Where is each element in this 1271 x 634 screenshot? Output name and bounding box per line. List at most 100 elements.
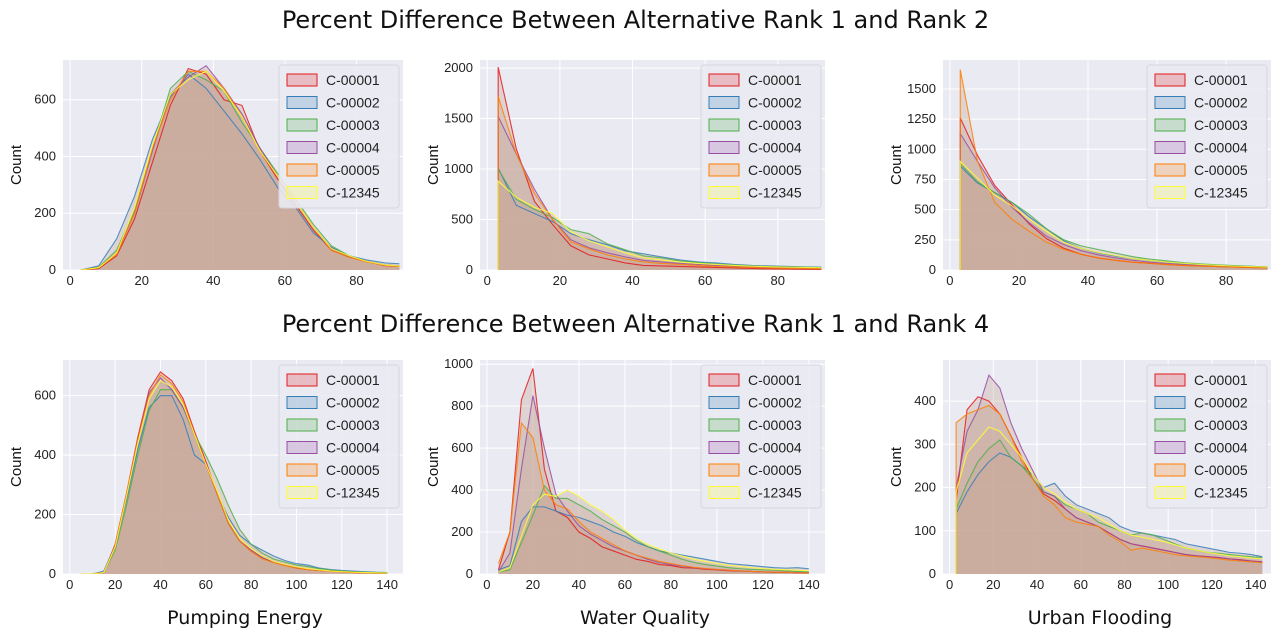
chart-urban-flooding-rank-4: 0 20 40 60 80 100 120 140 0 100 200 300 400 Count C-00…: [888, 360, 1271, 592]
x-tick-label: 0: [946, 577, 953, 592]
legend-label: C-00004: [326, 440, 380, 456]
x-tick-label: 60: [698, 273, 712, 288]
legend-label: C-12345: [326, 185, 380, 201]
series-area: [498, 96, 822, 270]
legend-label: C-00001: [326, 72, 380, 88]
y-tick-label: 200: [451, 524, 473, 539]
series-line: [498, 484, 809, 573]
legend-label: C-00003: [748, 117, 802, 133]
legend-swatch: [1154, 96, 1186, 109]
series-line: [959, 69, 1268, 270]
x-tick-label: 0: [484, 273, 491, 288]
legend-label: C-00005: [1194, 462, 1248, 478]
legend-label: C-00005: [748, 162, 802, 178]
y-tick-label: 0: [466, 566, 473, 581]
legend-label: C-00004: [748, 140, 802, 156]
legend-swatch: [286, 186, 318, 199]
legend-swatch: [708, 463, 740, 477]
legend: C-00001 C-00002 C-00003 C-00004 C-00005 C-123…: [1146, 64, 1268, 209]
x-tick-label: 140: [798, 577, 820, 592]
series-area: [80, 71, 400, 270]
series-area: [80, 71, 400, 270]
legend-swatch: [708, 163, 740, 177]
y-tick-label: 1250: [907, 111, 936, 126]
series-area: [956, 452, 1263, 574]
series-area: [80, 68, 400, 270]
series-line: [959, 160, 1268, 270]
legend-label: C-00001: [1194, 72, 1248, 88]
series-area: [956, 405, 1263, 574]
legend-swatch: [286, 73, 318, 87]
legend-box: [278, 364, 400, 509]
legend-swatch: [286, 463, 318, 477]
series-area: [956, 439, 1263, 574]
x-tick-label: 20: [135, 273, 149, 288]
x-tick-label: 20: [986, 577, 1000, 592]
legend-swatch: [1154, 373, 1186, 387]
series-line: [497, 66, 822, 270]
series-area: [960, 117, 1268, 270]
x-tick-label: 80: [664, 577, 678, 592]
legend-label: C-00004: [748, 440, 802, 456]
x-tick-label: 140: [376, 577, 398, 592]
legend-swatch: [1154, 396, 1186, 409]
series-area: [498, 485, 809, 574]
y-tick-label: 1500: [907, 81, 936, 96]
x-tick-label: 20: [108, 577, 122, 592]
y-tick-label: 200: [34, 507, 56, 522]
series-line: [497, 179, 822, 270]
series-group: [955, 374, 1263, 574]
series-area: [80, 65, 400, 270]
x-tick-label: 60: [1074, 577, 1088, 592]
series-group: [81, 371, 388, 574]
legend-box: [278, 64, 400, 209]
legend-label: C-00002: [748, 395, 802, 411]
series-line: [497, 421, 809, 574]
row-title-rank-2: Percent Difference Between Alternative R…: [281, 6, 990, 34]
series-line: [80, 70, 400, 270]
y-tick-label: 0: [929, 566, 936, 581]
legend-label: C-12345: [748, 485, 802, 501]
y-tick-label: 200: [34, 205, 56, 220]
x-tick-label: 100: [286, 577, 308, 592]
legend-swatch: [286, 96, 318, 109]
series-area: [498, 67, 822, 270]
x-tick-label: 20: [1012, 273, 1026, 288]
legend-box: [700, 64, 822, 209]
series-area: [81, 371, 388, 574]
legend-swatch: [708, 441, 740, 454]
legend-swatch: [708, 141, 740, 154]
y-tick-label: 1000: [444, 161, 473, 176]
legend-swatch: [286, 441, 318, 454]
legend-swatch: [708, 96, 740, 109]
legend-label: C-00001: [326, 372, 380, 388]
x-tick-label: 120: [752, 577, 774, 592]
legend-swatch: [708, 396, 740, 409]
x-tick-label: 20: [553, 273, 567, 288]
x-tick-label: 40: [1030, 577, 1044, 592]
legend-label: C-00005: [748, 462, 802, 478]
series-line: [955, 374, 1263, 574]
y-tick-label: 1000: [907, 141, 936, 156]
y-tick-label: 0: [929, 262, 936, 277]
x-tick-label: 80: [349, 273, 363, 288]
series-area: [498, 368, 809, 574]
x-tick-label: 140: [1245, 577, 1267, 592]
legend-label: C-12345: [748, 185, 802, 201]
y-tick-label: 100: [914, 523, 936, 538]
y-axis-label: Count: [888, 446, 905, 487]
x-tick-label: 80: [1219, 273, 1233, 288]
y-tick-label: 800: [451, 398, 473, 413]
legend-label: C-00004: [1194, 440, 1248, 456]
legend-swatch: [1154, 418, 1186, 432]
series-area: [960, 166, 1268, 270]
series-area: [956, 396, 1263, 574]
legend-swatch: [1154, 118, 1186, 132]
legend-swatch: [708, 186, 740, 199]
legend: C-00001 C-00002 C-00003 C-00004 C-00005 C-123…: [278, 64, 400, 209]
legend-label: C-00001: [748, 72, 802, 88]
legend-swatch: [286, 118, 318, 132]
series-area: [498, 422, 809, 574]
column-title-pumping-energy: Pumping Energy: [167, 607, 323, 629]
y-tick-label: 0: [49, 566, 56, 581]
